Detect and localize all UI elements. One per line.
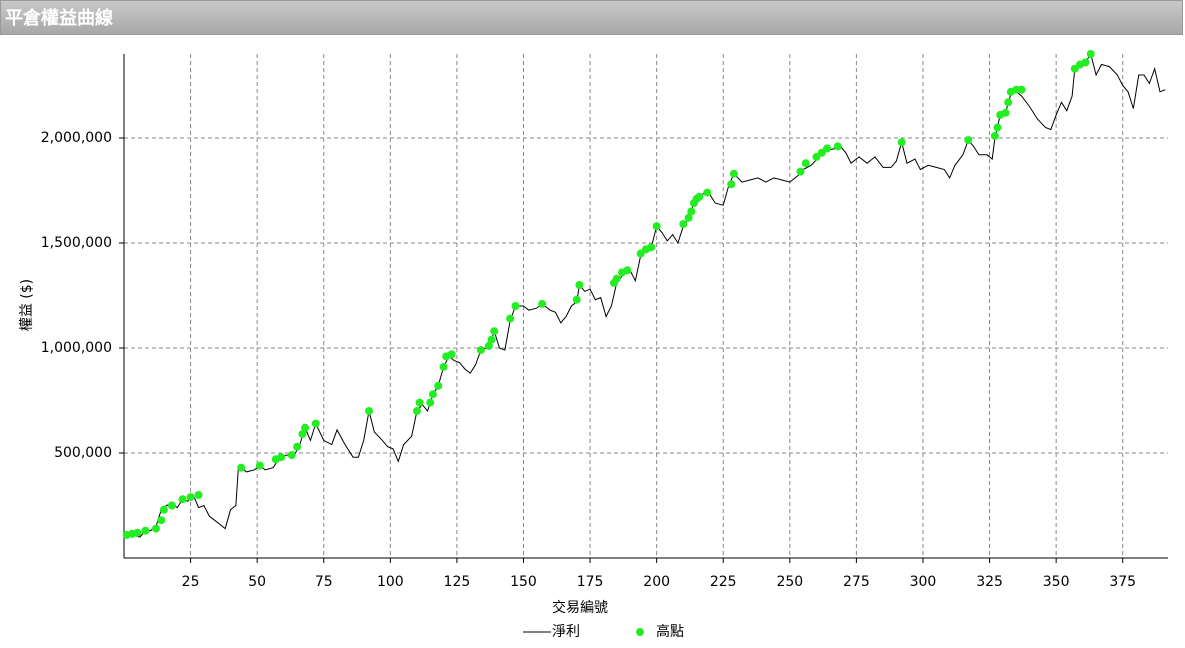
high-point xyxy=(823,144,832,153)
high-point xyxy=(447,350,456,359)
high-point xyxy=(311,419,320,428)
high-point xyxy=(178,495,187,504)
high-point xyxy=(167,501,176,510)
x-tick-label: 350 xyxy=(1043,574,1070,590)
high-point xyxy=(490,327,499,336)
high-point xyxy=(652,222,661,231)
y-tick-label: 1,000,000 xyxy=(41,340,112,356)
high-point xyxy=(301,423,310,432)
legend-label: 淨利 xyxy=(552,624,580,640)
high-point xyxy=(277,453,286,462)
high-point xyxy=(623,266,632,275)
high-point xyxy=(186,493,195,502)
high-point xyxy=(727,180,736,189)
y-tick-label: 500,000 xyxy=(54,445,112,461)
chart: 交易編號 權益 ($) 25 50 75 100 125 150 175 200 225 250 2… xyxy=(19,50,1168,640)
high-point xyxy=(1004,98,1013,107)
high-point xyxy=(159,505,168,514)
legend-dot xyxy=(636,628,644,636)
high-point xyxy=(796,167,805,176)
high-point xyxy=(801,159,810,168)
high-point xyxy=(833,142,842,151)
x-tick-label: 325 xyxy=(976,574,1003,590)
high-point xyxy=(476,346,485,355)
high-point xyxy=(990,131,999,140)
y-tick-label: 2,000,000 xyxy=(41,130,112,146)
high-point xyxy=(1001,108,1010,117)
high-point xyxy=(365,407,374,415)
high-point xyxy=(412,407,421,415)
high-point xyxy=(572,295,581,304)
high-point xyxy=(538,299,547,308)
high-point xyxy=(1086,50,1095,58)
x-axis-label: 交易編號 xyxy=(552,599,608,616)
high-point xyxy=(287,451,296,460)
x-tick-label: 200 xyxy=(643,574,670,590)
high-point xyxy=(157,516,166,525)
high-point xyxy=(729,169,738,178)
x-tick-label: 150 xyxy=(510,574,537,590)
high-point xyxy=(684,213,693,222)
x-tick-label: 225 xyxy=(710,574,737,590)
y-axis-label: 權益 ($) xyxy=(19,279,35,331)
high-point xyxy=(703,188,712,197)
x-tick-label: 75 xyxy=(315,574,333,590)
high-point xyxy=(695,192,704,201)
high-point xyxy=(141,526,150,535)
legend-label: 高點 xyxy=(656,623,684,640)
high-point xyxy=(298,430,307,439)
high-point xyxy=(434,381,443,390)
y-tick-label: 1,500,000 xyxy=(41,235,112,251)
high-point xyxy=(255,461,264,470)
x-tick-label: 25 xyxy=(182,574,200,590)
high-point xyxy=(1017,85,1026,94)
high-point xyxy=(964,136,973,145)
x-tick-label: 300 xyxy=(910,574,937,590)
high-point xyxy=(897,138,906,147)
x-tick-label: 125 xyxy=(444,574,471,590)
high-point xyxy=(426,398,435,407)
high-point xyxy=(612,274,621,283)
high-point xyxy=(679,220,688,229)
x-tick-label: 175 xyxy=(577,574,604,590)
high-point xyxy=(575,281,584,289)
x-tick-label: 50 xyxy=(248,574,266,590)
high-point xyxy=(237,463,246,472)
high-point xyxy=(511,302,520,310)
x-tick-label: 100 xyxy=(377,574,404,590)
high-point xyxy=(293,442,302,451)
high-point xyxy=(484,341,493,350)
high-point xyxy=(428,390,437,399)
high-point xyxy=(194,491,203,499)
high-point xyxy=(415,398,424,407)
high-point xyxy=(993,123,1002,132)
high-point xyxy=(487,335,496,344)
x-tick-label: 275 xyxy=(843,574,870,590)
high-point xyxy=(439,362,448,371)
x-tick-label: 250 xyxy=(776,574,803,590)
high-point xyxy=(133,528,142,537)
high-point xyxy=(647,243,656,252)
equity-line xyxy=(123,52,1166,538)
high-point xyxy=(687,207,696,216)
title-bar: 平倉權益曲線 xyxy=(0,0,1183,35)
x-tick-label: 375 xyxy=(1109,574,1136,590)
high-point xyxy=(506,314,515,323)
high-point xyxy=(151,524,160,533)
high-point xyxy=(1081,58,1090,67)
